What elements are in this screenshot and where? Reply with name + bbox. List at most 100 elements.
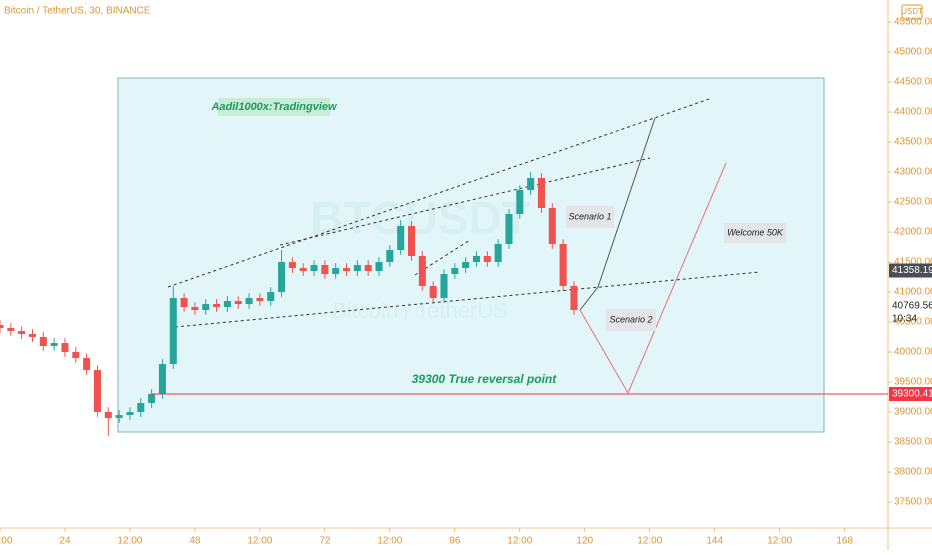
y-tick-label: 38000.00 (894, 467, 932, 478)
target-bg (724, 223, 786, 243)
x-tick-label: 120 (576, 536, 593, 547)
candle-body (537, 178, 545, 209)
candle-body (472, 256, 481, 263)
y-tick-label: 37500.00 (894, 497, 932, 508)
candle-body (321, 265, 329, 275)
candle-body (213, 304, 221, 308)
y-tick-label: 45500.00 (894, 17, 932, 28)
y-tick-label: 40500.00 (894, 317, 932, 328)
x-tick-label: 12:00 (0, 536, 13, 547)
candle-body (278, 262, 286, 293)
x-tick-label: 12:00 (507, 536, 532, 547)
candle-body (527, 178, 535, 191)
candle-body (288, 262, 296, 269)
scenario-1-bg (566, 206, 614, 228)
countdown: 10:34 (892, 313, 917, 324)
candle-body (180, 298, 188, 308)
candle-body (267, 292, 275, 302)
reversal-label: 39300 True reversal point (412, 372, 558, 386)
candle-body (245, 298, 253, 305)
x-tick-label: 12:00 (117, 536, 142, 547)
scenario-1-label: Scenario 1 (568, 211, 611, 221)
candle-body (72, 352, 80, 359)
author-label: Aadil1000x:Tradingview (210, 101, 338, 113)
price-label: 41358.19 (892, 265, 932, 276)
candle-body (50, 343, 58, 347)
y-tick-label: 39500.00 (894, 377, 932, 388)
candle-body (343, 268, 351, 272)
candle-body (386, 250, 394, 263)
candle-body (570, 286, 578, 311)
y-tick-label: 39000.00 (894, 407, 932, 418)
scenario-1-path (579, 117, 656, 311)
price-label-bg (889, 298, 932, 313)
x-tick-label: 96 (449, 536, 461, 547)
candle-body (353, 265, 361, 272)
candle-body (234, 301, 242, 305)
candle-body (169, 298, 177, 365)
scenario-2-bg (606, 309, 656, 331)
candle-body (364, 265, 372, 272)
trend-lines (167, 97, 761, 328)
price-label: 39300.41 (892, 389, 932, 400)
author-bg (218, 98, 330, 116)
x-tick-label: 12:00 (377, 536, 402, 547)
currency-box[interactable] (901, 4, 923, 20)
x-tick-label: 48 (189, 536, 201, 547)
candle-body (18, 331, 26, 335)
candle-body (39, 337, 47, 347)
y-tick-label: 44000.00 (894, 107, 932, 118)
candle-body (126, 412, 134, 416)
candle-body (440, 274, 448, 299)
y-tick-label: 42000.00 (894, 227, 932, 238)
currency: USDT (901, 7, 923, 16)
candle-body (462, 262, 470, 269)
y-tick-label: 41000.00 (894, 287, 932, 298)
candle-body (28, 334, 37, 338)
watermark: BTCUSDT (310, 192, 530, 244)
candle-body (148, 394, 156, 404)
candle-body (256, 298, 264, 302)
chart-title: Bitcoin / TetherUS, 30, BINANCE (4, 6, 151, 17)
candle-body (559, 244, 567, 287)
price-label-bg (889, 386, 932, 401)
y-tick-label: 38500.00 (894, 437, 932, 448)
watermark-sub: Bitcoin / TetherUS (332, 298, 508, 323)
candle-body (483, 256, 491, 263)
candle-body (115, 415, 123, 419)
x-tick-label: 12:00 (247, 536, 272, 547)
candle-body (83, 358, 91, 371)
x-tick-label: 12:00 (767, 536, 792, 547)
range-box (117, 77, 825, 433)
y-tick-label: 41500.00 (894, 257, 932, 268)
candle-body (104, 412, 112, 419)
candle-body (451, 268, 459, 275)
candle-body (375, 262, 383, 272)
candle-body (407, 226, 416, 257)
y-tick-label: 44500.00 (894, 77, 932, 88)
y-tick-label: 43500.00 (894, 137, 932, 148)
y-tick-label: 40000.00 (894, 347, 932, 358)
candle-body (310, 265, 318, 272)
x-tick-label: 12:00 (637, 536, 662, 547)
x-tick-label: 144 (706, 536, 723, 547)
candle-body (505, 214, 513, 245)
target-label: Welcome 50K (727, 227, 784, 237)
candle-body (299, 268, 307, 272)
scenario-2-path (579, 162, 727, 395)
candle-body (61, 343, 69, 353)
y-tick-label: 42500.00 (894, 197, 932, 208)
x-tick-label: 168 (836, 536, 853, 547)
candle-body (158, 364, 166, 395)
x-tick-label: 72 (319, 536, 331, 547)
candle-body (494, 244, 502, 263)
scenario-2-label: Scenario 2 (609, 314, 652, 324)
candle-body (191, 307, 199, 311)
candle-body (516, 190, 524, 215)
candle-body (418, 256, 426, 287)
candle-body (397, 226, 405, 251)
candle-body (332, 268, 340, 275)
candle-body (0, 325, 4, 329)
y-tick-label: 45000.00 (894, 47, 932, 58)
